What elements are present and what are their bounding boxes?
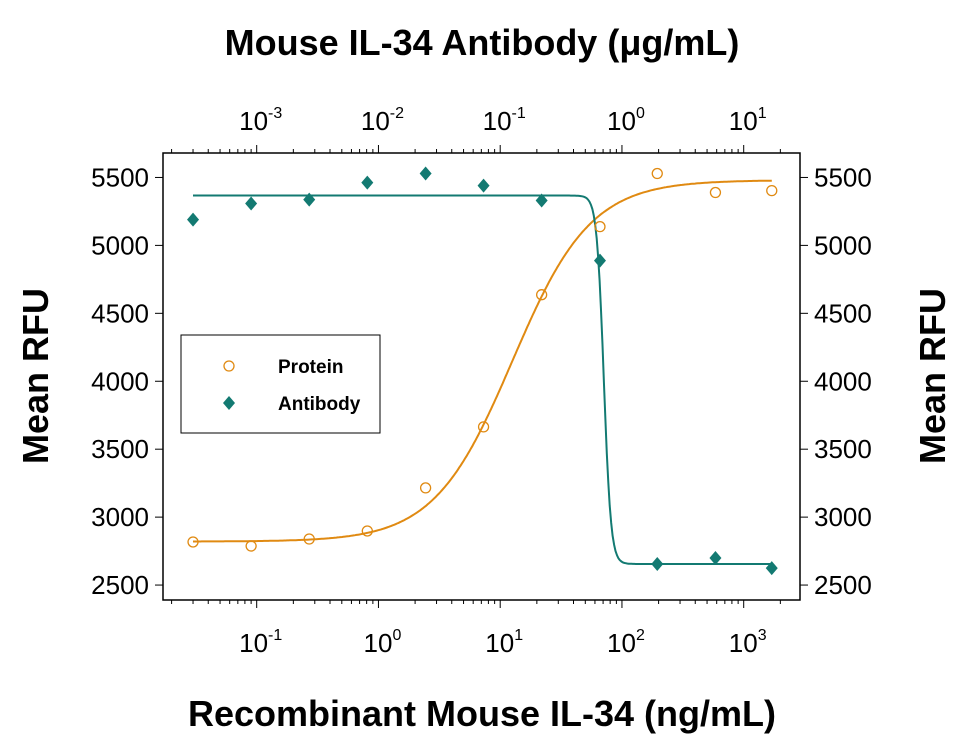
x-tick-label-bottom: 101 [485, 627, 523, 658]
y-tick-label-right: 4500 [814, 298, 872, 328]
protein-data-point [477, 421, 490, 433]
antibody-data-point [303, 192, 316, 207]
x-tick-label-bottom: 102 [607, 627, 645, 658]
antibody-data-point [651, 556, 664, 571]
y-tick-label-left: 3500 [91, 434, 149, 464]
x-tick-label-top: 100 [607, 105, 645, 136]
antibody-data-point [361, 175, 374, 190]
chart-top-title: Mouse IL-34 Antibody (μg/mL) [225, 22, 740, 63]
y-tick-label-right: 5000 [814, 230, 872, 260]
y-tick-label-right: 3500 [814, 434, 872, 464]
y-tick-label-right: 4000 [814, 366, 872, 396]
antibody-data-point [245, 196, 258, 211]
y-tick-label-right: 5500 [814, 162, 872, 192]
protein-data-point [187, 536, 199, 548]
x-tick-label-top: 10-1 [483, 105, 526, 136]
legend-antibody-marker [223, 396, 235, 410]
protein-data-point [419, 482, 432, 494]
protein-data-point [361, 525, 373, 537]
antibody-data-point [477, 178, 490, 193]
x-tick-label-bottom: 100 [364, 627, 402, 658]
y-tick-label-left: 5000 [91, 230, 149, 260]
legend-protein-label: Protein [278, 357, 343, 378]
protein-fit-curve [193, 179, 772, 543]
antibody-data-point [709, 551, 722, 566]
y-axis-label-left: Mean RFU [15, 288, 56, 464]
protein-data-point [766, 184, 778, 197]
legend-protein-marker [223, 360, 235, 372]
antibody-data-point [419, 166, 432, 181]
antibody-data-point [535, 193, 548, 208]
y-axis-label-right: Mean RFU [912, 288, 953, 464]
antibody-data-point [593, 253, 606, 268]
y-tick-label-right: 2500 [814, 570, 872, 600]
x-tick-label-top: 10-3 [239, 105, 282, 136]
protein-data-point [651, 167, 663, 180]
legend: Protein Antibody [180, 334, 381, 434]
antibody-fit-curve [193, 194, 772, 565]
x-tick-label-bottom: 103 [729, 627, 767, 658]
antibody-data-point [187, 212, 200, 227]
y-tick-label-left: 3000 [91, 502, 149, 532]
y-tick-label-left: 4000 [91, 366, 149, 396]
protein-data-point [709, 186, 722, 199]
x-axis-label: Recombinant Mouse IL-34 (ng/mL) [188, 693, 776, 734]
antibody-data-point [765, 561, 778, 576]
protein-data-point [594, 220, 606, 233]
protein-data-point [535, 289, 548, 301]
x-tick-label-bottom: 10-1 [239, 627, 282, 658]
protein-data-point [245, 540, 257, 552]
legend-box [180, 334, 381, 434]
y-tick-label-left: 4500 [91, 298, 149, 328]
protein-data-point [303, 533, 315, 545]
y-tick-label-left: 5500 [91, 162, 149, 192]
x-tick-label-top: 101 [729, 105, 767, 136]
y-tick-label-right: 3000 [814, 502, 872, 532]
legend-antibody-label: Antibody [278, 394, 361, 415]
x-tick-label-top: 10-2 [361, 105, 404, 136]
y-tick-label-left: 2500 [91, 570, 149, 600]
